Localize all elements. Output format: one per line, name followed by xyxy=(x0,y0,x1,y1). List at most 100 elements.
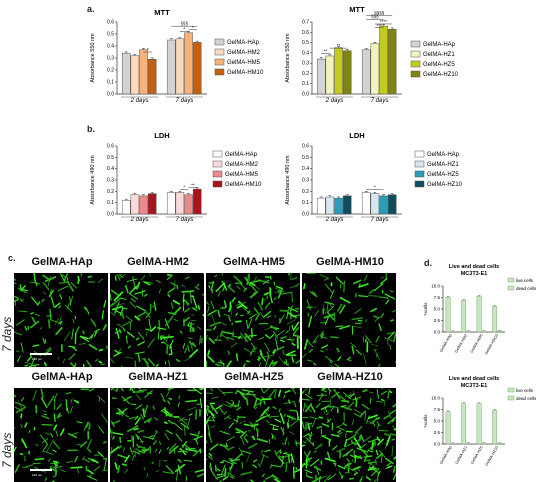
cell-mark xyxy=(110,446,120,455)
cell-mark xyxy=(97,278,103,284)
cell-mark xyxy=(145,311,151,319)
cell-mark xyxy=(140,275,146,281)
cell-mark xyxy=(124,284,129,294)
cell-mark xyxy=(177,402,180,408)
cell-mark xyxy=(43,413,48,416)
cell-mark xyxy=(325,412,329,416)
cell-mark xyxy=(118,274,124,278)
cell-mark xyxy=(137,388,142,390)
category-label: GelMA-HZ5 xyxy=(470,446,483,465)
cell-mark xyxy=(387,389,390,399)
cell-mark xyxy=(227,472,235,478)
y-tick-label: 0.1 xyxy=(302,81,309,87)
cell-mark xyxy=(18,310,28,313)
cell-mark xyxy=(370,344,379,346)
cell-mark xyxy=(140,413,144,420)
cell-mark xyxy=(277,287,283,299)
cell-mark xyxy=(340,405,352,411)
cell-mark xyxy=(331,391,340,399)
cell-mark xyxy=(330,433,340,438)
scale-text-row1: 100 µm xyxy=(32,357,43,361)
cell-mark xyxy=(295,359,300,364)
cell-mark xyxy=(31,316,37,324)
cell-mark xyxy=(144,417,152,424)
legend-swatch xyxy=(214,68,225,76)
cell-mark xyxy=(245,397,249,406)
bar-0-3 xyxy=(147,58,157,95)
legend-swatch xyxy=(414,160,425,168)
cell-mark xyxy=(151,430,158,440)
cell-mark xyxy=(58,316,62,326)
cell-mark xyxy=(264,334,270,339)
cell-mark xyxy=(14,406,23,412)
micrograph-hz1 xyxy=(110,388,204,482)
cell-mark xyxy=(184,307,191,313)
cell-mark xyxy=(322,303,327,315)
cell-mark xyxy=(305,437,315,447)
cell-mark xyxy=(386,462,392,467)
cell-mark xyxy=(167,311,177,315)
cell-mark xyxy=(380,390,387,395)
cell-mark xyxy=(319,274,329,279)
cell-mark xyxy=(261,454,270,458)
cell-mark xyxy=(272,424,275,430)
cell-mark xyxy=(376,353,378,357)
cell-mark xyxy=(144,310,151,319)
cell-mark xyxy=(360,434,365,443)
cell-mark xyxy=(258,336,265,340)
cell-mark xyxy=(337,356,342,361)
chart-mtt-hz: MTT 0.0 0.1 0.2 0.3 0.4 0.5 0.6 0.7 Absorbance 55… xyxy=(285,5,459,104)
bar-1-2 xyxy=(184,194,193,215)
cell-mark xyxy=(320,331,325,336)
cell-mark xyxy=(259,409,266,418)
cell-mark xyxy=(110,311,116,317)
cell-mark xyxy=(354,454,357,464)
cell-mark xyxy=(102,323,107,331)
cell-mark xyxy=(56,412,61,419)
legend-swatch xyxy=(410,70,421,78)
bar-0-1 xyxy=(325,196,335,215)
cell-mark xyxy=(269,423,280,428)
cell-mark xyxy=(24,422,28,428)
y-tick-label: 0.4 xyxy=(107,166,114,172)
cell-mark xyxy=(250,342,255,348)
cell-mark xyxy=(111,297,122,306)
cell-mark xyxy=(271,474,279,480)
cell-mark xyxy=(263,292,269,296)
cell-mark xyxy=(95,359,98,362)
cell-mark xyxy=(337,303,343,312)
y-tick-label: 2.5 xyxy=(434,318,441,323)
bar-0-3 xyxy=(342,50,352,95)
cell-mark xyxy=(285,330,289,334)
cell-mark xyxy=(260,449,264,453)
cell-mark xyxy=(225,442,228,446)
cell-mark xyxy=(115,327,120,339)
category-label: 7 days xyxy=(371,217,389,223)
cell-mark xyxy=(241,461,244,469)
cell-mark xyxy=(385,439,388,447)
cell-mark xyxy=(389,409,396,415)
cell-mark xyxy=(343,280,346,293)
cell-mark xyxy=(342,454,346,458)
cell-mark xyxy=(224,459,229,464)
panel-label-b: b. xyxy=(87,124,95,134)
cell-mark xyxy=(321,344,329,349)
cell-mark xyxy=(87,448,92,453)
cell-mark xyxy=(286,318,297,325)
cell-mark xyxy=(354,470,358,475)
cell-mark xyxy=(55,430,59,437)
cell-mark xyxy=(291,388,297,395)
chart-title: MTT xyxy=(154,8,170,17)
cell-mark xyxy=(269,275,272,280)
cell-mark xyxy=(229,462,234,471)
cell-mark xyxy=(179,447,187,456)
cell-mark xyxy=(88,388,95,392)
y-tick-label: 0.0 xyxy=(107,92,114,98)
cell-mark xyxy=(54,302,61,308)
cell-mark xyxy=(134,315,141,321)
cell-mark xyxy=(156,327,167,330)
cell-mark xyxy=(143,436,155,440)
bar-1-0 xyxy=(361,192,371,215)
cell-mark xyxy=(361,403,370,410)
cell-mark xyxy=(303,339,309,350)
